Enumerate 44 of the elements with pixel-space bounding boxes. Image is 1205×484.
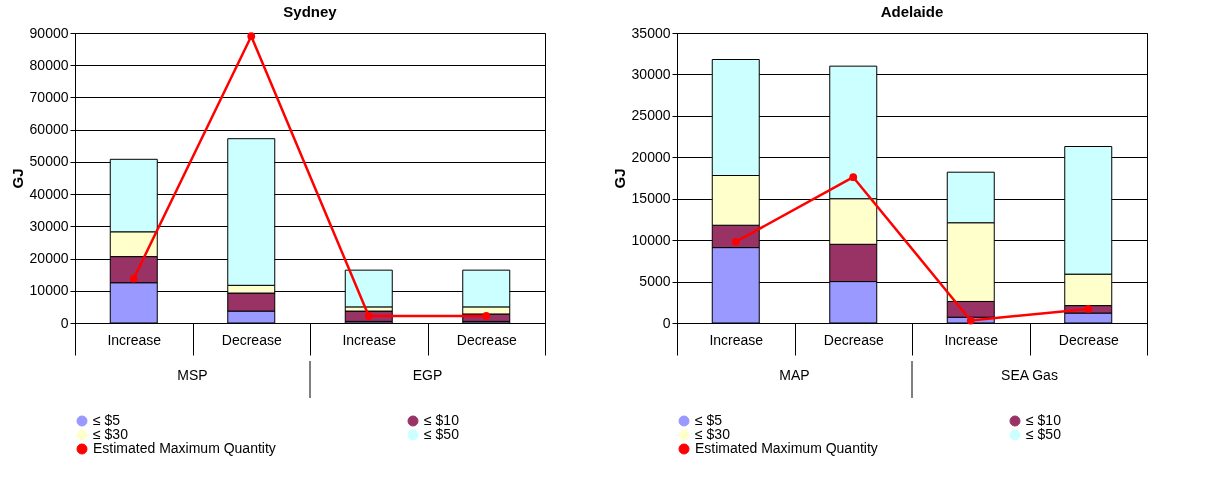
x-tick-label: Decrease <box>823 331 884 348</box>
x-tick-label: Increase <box>107 331 162 348</box>
y-tick-label: 70000 <box>29 88 69 105</box>
text: EGP <box>412 367 443 383</box>
text: MSP <box>177 367 208 383</box>
legend-label: ≤ $30 <box>695 426 731 442</box>
chart-title: Adelaide <box>880 3 944 20</box>
y-tick-label: 15000 <box>631 190 671 207</box>
y-tick-label: 5000 <box>639 273 671 290</box>
legend-label: ≤ $10 <box>424 412 460 428</box>
y-tick-label: 90000 <box>29 24 69 41</box>
legend-label: ≤ $5 <box>93 412 121 428</box>
y-tick-label: 40000 <box>29 185 69 202</box>
y-tick-label: 35000 <box>631 24 671 41</box>
legend-label: Estimated Maximum Quantity <box>93 440 276 456</box>
y-tick-label: 30000 <box>29 217 69 234</box>
text: SEA Gas <box>1001 367 1058 383</box>
legend-label: ≤ $10 <box>1026 412 1062 428</box>
x-tick-label: Increase <box>342 331 397 348</box>
legend-label: ≤ $5 <box>695 412 723 428</box>
x-tick-label: Increase <box>944 331 999 348</box>
y-tick-label: 60000 <box>29 121 69 138</box>
y-tick-label: 50000 <box>29 153 69 170</box>
y-tick-label: 30000 <box>631 65 671 82</box>
y-tick-label: 0 <box>662 314 671 331</box>
y-tick-label: 20000 <box>29 250 69 267</box>
legend-label: ≤ $50 <box>424 426 460 442</box>
x-tick-label: Decrease <box>221 331 282 348</box>
y-tick-label: 0 <box>60 314 69 331</box>
x-tick-label: Decrease <box>456 331 517 348</box>
text: MAP <box>779 367 810 383</box>
x-tick-label: Increase <box>709 331 764 348</box>
y-axis-title: GJ <box>8 168 26 189</box>
y-axis-title: GJ <box>610 168 628 189</box>
y-tick-label: 10000 <box>631 231 671 248</box>
x-tick-label: Decrease <box>1058 331 1119 348</box>
y-tick-label: 80000 <box>29 56 69 73</box>
y-tick-label: 10000 <box>29 282 69 299</box>
chart-title: Sydney <box>283 3 338 20</box>
y-tick-label: 20000 <box>631 148 671 165</box>
legend-label: Estimated Maximum Quantity <box>695 440 878 456</box>
y-tick-label: 25000 <box>631 107 671 124</box>
legend-label: ≤ $30 <box>93 426 129 442</box>
legend-label: ≤ $50 <box>1026 426 1062 442</box>
